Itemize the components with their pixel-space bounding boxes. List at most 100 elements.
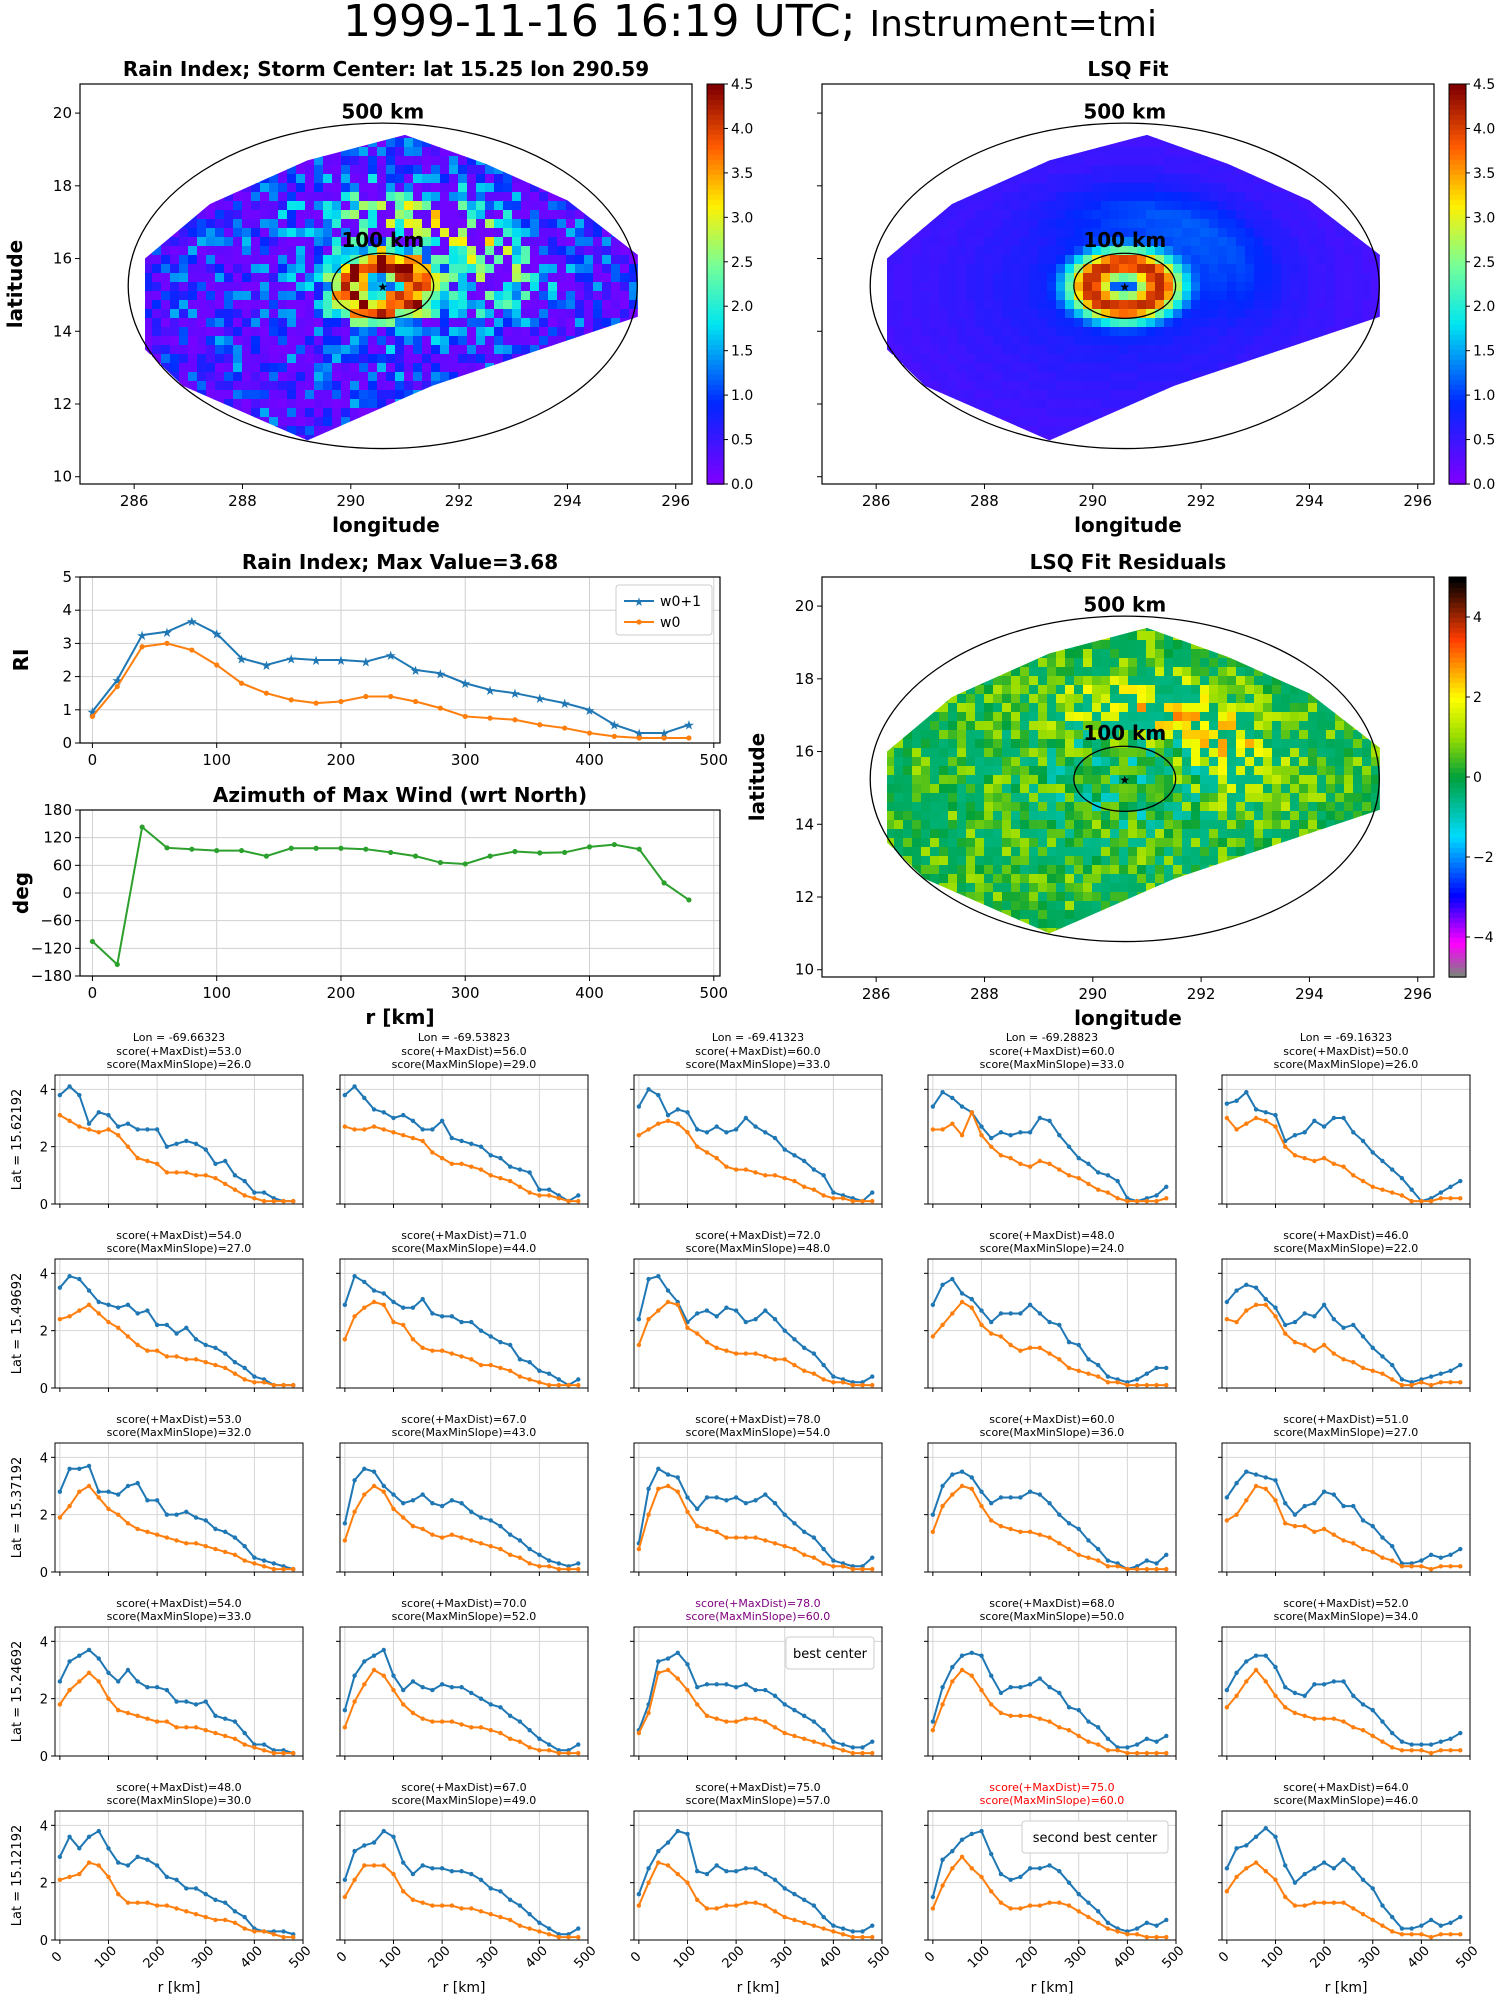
panel-frame bbox=[54, 1810, 304, 1941]
panel-score-maxminslope: score(MaxMinSlope)=52.0 bbox=[392, 1610, 537, 1623]
panel-point bbox=[439, 1155, 445, 1161]
grid-panel-r4-c1: 024score(+MaxDist)=54.0score(MaxMinSlope… bbox=[10, 1597, 304, 1765]
panel-point bbox=[1419, 1742, 1424, 1747]
panel-series-blue bbox=[343, 1467, 579, 1568]
panel-point bbox=[1321, 1900, 1327, 1905]
panel-point bbox=[478, 1362, 484, 1368]
grid-panel-r2-c3: score(+MaxDist)=72.0score(MaxMinSlope)=4… bbox=[630, 1229, 883, 1392]
panel-point bbox=[1095, 1909, 1101, 1914]
panel-point bbox=[821, 1546, 826, 1552]
panel-point bbox=[566, 1566, 571, 1572]
map-title: LSQ Fit Residuals bbox=[1030, 550, 1227, 574]
panel-point bbox=[145, 1498, 150, 1503]
panel-point bbox=[1008, 1713, 1013, 1719]
panel-point bbox=[969, 1305, 974, 1310]
panel-xtick-label: 200 bbox=[141, 1943, 169, 1971]
panel-xtick-label: 500 bbox=[865, 1943, 893, 1971]
panel-point bbox=[950, 1095, 955, 1101]
panel-point bbox=[342, 1521, 348, 1526]
map-frame bbox=[821, 83, 1435, 485]
figure-suptitle: 1999-11-16 16:19 UTC; Instrument=tmi bbox=[0, 0, 1500, 47]
panel-point bbox=[57, 1112, 63, 1118]
panel-point bbox=[1273, 1834, 1278, 1840]
panel-point bbox=[430, 1127, 435, 1132]
map-xlabel: longitude bbox=[1074, 1006, 1182, 1030]
panel-point bbox=[1164, 1733, 1169, 1739]
panel-point bbox=[459, 1535, 464, 1540]
panel-point bbox=[743, 1682, 749, 1687]
panel-point bbox=[1095, 1362, 1101, 1368]
panel-point bbox=[517, 1923, 523, 1928]
panel-point bbox=[498, 1546, 503, 1552]
panel-xtick-label: 300 bbox=[189, 1943, 217, 1971]
panel-point bbox=[566, 1934, 571, 1940]
panel-point bbox=[546, 1558, 552, 1563]
panel-point bbox=[125, 1667, 131, 1673]
panel-point bbox=[556, 1377, 562, 1382]
panel-frame bbox=[339, 1626, 589, 1757]
panel-point bbox=[646, 1486, 651, 1492]
panel-point bbox=[527, 1546, 532, 1552]
panel-point bbox=[1458, 1362, 1463, 1368]
panel-point bbox=[381, 1291, 386, 1296]
panel-xlabel: r [km] bbox=[443, 1980, 486, 1996]
panel-point bbox=[1302, 1523, 1307, 1529]
panel-point bbox=[410, 1897, 416, 1903]
panel-point bbox=[1380, 1187, 1385, 1192]
panel-point bbox=[1086, 1161, 1091, 1167]
panel-point bbox=[724, 1535, 729, 1540]
panel-point bbox=[743, 1716, 749, 1721]
panel-point bbox=[772, 1501, 778, 1506]
panel-series-orange bbox=[59, 1114, 294, 1203]
panel-point bbox=[507, 1897, 513, 1903]
grid-panel-r2-c5: score(+MaxDist)=46.0score(MaxMinSlope)=2… bbox=[1218, 1229, 1471, 1392]
panel-point bbox=[420, 1716, 425, 1721]
map-ytick-label: 14 bbox=[53, 322, 72, 340]
panel-point bbox=[1095, 1374, 1101, 1379]
panel-point bbox=[1389, 1362, 1395, 1368]
panel-point bbox=[870, 1555, 875, 1560]
panel-point bbox=[1037, 1676, 1043, 1681]
panel-point bbox=[1438, 1739, 1444, 1744]
panel-point bbox=[646, 1087, 651, 1092]
panel-point bbox=[488, 1728, 493, 1733]
panel-point bbox=[1027, 1713, 1033, 1719]
panel-point bbox=[96, 1489, 101, 1494]
ring-500km bbox=[127, 122, 638, 450]
panel-point bbox=[203, 1342, 208, 1348]
data-point bbox=[462, 713, 468, 720]
panel-point bbox=[714, 1345, 719, 1351]
panel-series-blue bbox=[637, 1467, 873, 1568]
panel-point bbox=[831, 1196, 836, 1201]
panel-point bbox=[362, 1279, 367, 1285]
panel-point bbox=[733, 1719, 739, 1724]
panel-point bbox=[527, 1360, 532, 1365]
panel-point bbox=[1283, 1501, 1288, 1506]
panel-series-orange bbox=[59, 1861, 294, 1939]
panel-point bbox=[646, 1317, 651, 1322]
map-ytick-label: 10 bbox=[795, 961, 814, 979]
panel-point bbox=[1076, 1155, 1081, 1161]
panel-point bbox=[478, 1144, 484, 1149]
panel-point bbox=[1321, 1716, 1327, 1721]
panel-point bbox=[969, 1486, 974, 1492]
panel-point bbox=[811, 1739, 817, 1744]
panel-point bbox=[724, 1348, 729, 1353]
panel-point bbox=[831, 1558, 836, 1563]
data-point bbox=[686, 735, 692, 741]
panel-score-maxminslope: score(MaxMinSlope)=57.0 bbox=[686, 1794, 831, 1807]
panel-point bbox=[1008, 1155, 1013, 1161]
panel-point bbox=[989, 1889, 994, 1894]
panel-point bbox=[801, 1368, 807, 1374]
panel-score-maxminslope: score(MaxMinSlope)=26.0 bbox=[107, 1058, 252, 1071]
panel-point bbox=[1360, 1334, 1366, 1339]
panel-point bbox=[381, 1673, 386, 1678]
map-xtick-label: 296 bbox=[1403, 985, 1432, 1003]
panel-ytick-label: 4 bbox=[40, 1819, 48, 1834]
panel-point bbox=[821, 1742, 826, 1747]
panel-point bbox=[1428, 1566, 1434, 1572]
panel-point bbox=[1341, 1357, 1346, 1362]
panel-point bbox=[459, 1138, 464, 1144]
panel-frame bbox=[1221, 1442, 1471, 1573]
panel-point bbox=[1164, 1196, 1169, 1201]
